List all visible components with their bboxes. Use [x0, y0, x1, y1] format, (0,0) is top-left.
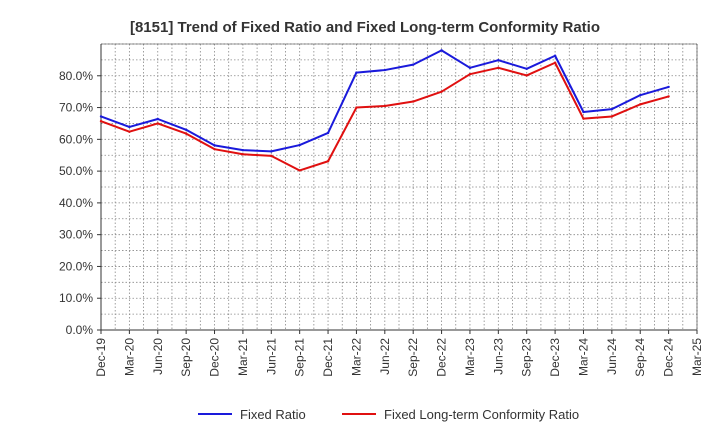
data-point [298, 143, 301, 147]
data-point [241, 148, 245, 152]
data-point [184, 128, 188, 131]
data-point [582, 117, 585, 120]
x-tick-label: Dec-19 [94, 338, 108, 377]
data-point [440, 49, 443, 52]
data-point [468, 66, 472, 70]
data-point [326, 131, 330, 135]
x-tick-label: Jun-22 [378, 338, 392, 375]
x-tick-label: Sep-24 [633, 338, 647, 377]
data-point [639, 103, 642, 106]
y-tick-label: 60.0% [59, 132, 93, 146]
x-tick-label: Sep-23 [520, 338, 534, 377]
data-point [241, 153, 245, 156]
y-tick-label: 40.0% [59, 196, 93, 210]
data-point [667, 85, 670, 89]
data-point [128, 125, 131, 129]
x-tick-label: Mar-24 [576, 338, 590, 376]
x-tick-label: Jun-24 [605, 338, 619, 375]
data-point [270, 154, 273, 158]
x-tick-label: Sep-20 [179, 338, 193, 377]
data-point [411, 63, 415, 66]
data-point [440, 90, 443, 93]
y-tick-label: 10.0% [59, 291, 93, 305]
data-point [582, 110, 585, 114]
legend-label-1: Fixed Long-term Conformity Ratio [384, 407, 579, 422]
chart-title: [8151] Trend of Fixed Ratio and Fixed Lo… [130, 19, 600, 36]
data-point [213, 144, 216, 147]
x-tick-label: Mar-21 [236, 338, 250, 376]
data-point [156, 117, 159, 121]
x-tick-label: Mar-22 [349, 338, 363, 376]
x-tick-label: Dec-24 [662, 338, 676, 377]
legend: Fixed Ratio Fixed Long-term Conformity Ra… [198, 407, 579, 422]
data-point [326, 160, 330, 163]
legend-label-0: Fixed Ratio [240, 407, 306, 422]
data-point [610, 115, 614, 118]
y-tick-label: 0.0% [66, 323, 94, 337]
data-point [667, 95, 670, 98]
x-tick-label: Mar-23 [463, 338, 477, 376]
data-point [525, 67, 528, 70]
x-tick-label: Jun-23 [491, 338, 505, 375]
grid-layer [100, 43, 698, 331]
data-point [553, 54, 557, 57]
x-tick-label: Sep-22 [406, 338, 420, 377]
series-layer [99, 49, 670, 172]
data-point [383, 68, 387, 72]
x-tick-label: Dec-22 [435, 338, 449, 377]
x-tick-label: Dec-23 [548, 338, 562, 377]
data-point [213, 147, 216, 151]
y-tick-label: 20.0% [59, 259, 93, 273]
data-point [355, 106, 358, 109]
data-point [355, 71, 358, 74]
data-point [156, 122, 159, 125]
data-point [184, 132, 188, 135]
x-tick-label: Mar-25 [690, 338, 704, 376]
data-point [270, 150, 273, 153]
data-point [99, 120, 103, 123]
data-point [610, 107, 614, 111]
x-tick-label: Dec-21 [321, 338, 335, 377]
data-point [497, 59, 500, 62]
y-tick-label: 70.0% [59, 101, 93, 115]
y-tick-label: 80.0% [59, 69, 93, 83]
data-point [553, 61, 557, 64]
data-point [383, 104, 387, 108]
axis-layer: 0.0% 10.0% 20.0% 30.0% 40.0% 50.0% 60.0% 70.0% 8… [59, 43, 704, 377]
data-point [497, 66, 500, 70]
data-point [128, 130, 131, 133]
data-point [525, 74, 528, 77]
data-point [411, 100, 415, 103]
data-point [639, 93, 642, 97]
x-tick-label: Jun-20 [151, 338, 165, 375]
data-point [99, 115, 103, 118]
x-tick-label: Mar-20 [122, 338, 136, 376]
x-tick-label: Sep-21 [293, 338, 307, 377]
y-tick-label: 50.0% [59, 164, 93, 178]
data-point [298, 169, 301, 172]
x-tick-label: Dec-20 [208, 338, 222, 377]
x-tick-label: Jun-21 [264, 338, 278, 375]
y-tick-label: 30.0% [59, 228, 93, 242]
data-point [468, 72, 472, 76]
